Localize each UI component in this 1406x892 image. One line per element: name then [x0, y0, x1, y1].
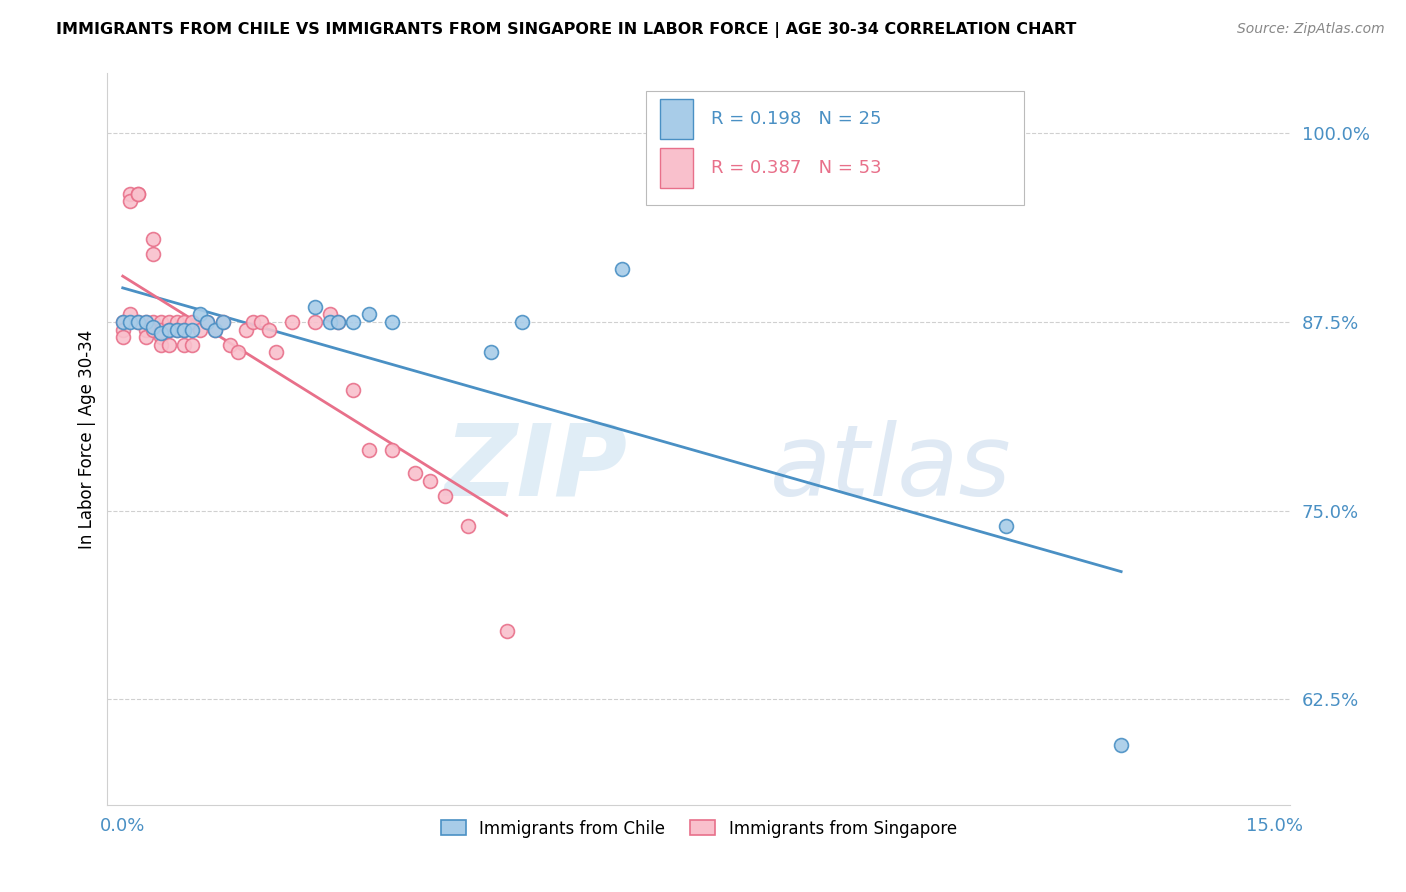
Point: [150, 322, 173, 336]
Point: [380, 443, 402, 458]
Point: [1109, 738, 1132, 752]
Point: [142, 319, 165, 334]
Point: [479, 345, 502, 359]
Point: [195, 315, 218, 329]
Point: [150, 315, 173, 329]
Point: [127, 186, 149, 201]
Point: [120, 194, 142, 209]
Point: [326, 315, 349, 329]
Point: [142, 315, 165, 329]
Point: [188, 322, 211, 336]
Point: [180, 315, 202, 329]
Point: [510, 315, 533, 329]
Point: [135, 322, 157, 336]
Point: [211, 315, 233, 329]
Point: [242, 315, 264, 329]
Point: [419, 474, 441, 488]
Point: [120, 315, 142, 329]
Point: [226, 345, 249, 359]
Point: [142, 322, 165, 336]
Point: [457, 518, 479, 533]
Point: [495, 624, 517, 639]
Point: [120, 186, 142, 201]
Point: [342, 315, 364, 329]
Point: [188, 308, 211, 322]
Legend: Immigrants from Chile, Immigrants from Singapore: Immigrants from Chile, Immigrants from S…: [434, 813, 963, 844]
Text: R = 0.198   N = 25: R = 0.198 N = 25: [710, 110, 882, 128]
Point: [173, 315, 195, 329]
Point: [166, 322, 188, 336]
Point: [173, 337, 195, 351]
Point: [257, 322, 280, 336]
Point: [157, 315, 180, 329]
Point: [404, 466, 426, 480]
Point: [994, 518, 1017, 533]
Text: ZIP: ZIP: [444, 420, 628, 516]
Point: [304, 300, 326, 314]
Point: [111, 315, 134, 329]
Point: [142, 247, 165, 261]
Point: [319, 315, 342, 329]
Point: [266, 345, 288, 359]
Point: [111, 322, 134, 336]
Point: [319, 308, 342, 322]
Point: [342, 383, 364, 397]
Point: [150, 330, 173, 344]
Point: [380, 315, 402, 329]
Point: [610, 262, 633, 277]
Point: [150, 337, 173, 351]
Text: atlas: atlas: [769, 420, 1011, 516]
Text: R = 0.387   N = 53: R = 0.387 N = 53: [710, 159, 882, 178]
Point: [111, 330, 134, 344]
Point: [204, 322, 226, 336]
Point: [111, 315, 134, 329]
Point: [157, 337, 180, 351]
Point: [357, 443, 380, 458]
Point: [280, 315, 302, 329]
Point: [180, 337, 202, 351]
Point: [135, 315, 157, 329]
Point: [127, 186, 149, 201]
Point: [142, 232, 165, 246]
Point: [135, 330, 157, 344]
Point: [173, 322, 195, 336]
FancyBboxPatch shape: [659, 99, 693, 139]
Point: [180, 322, 202, 336]
Point: [127, 315, 149, 329]
Point: [150, 326, 173, 340]
Point: [326, 315, 349, 329]
Point: [173, 322, 195, 336]
Point: [195, 315, 218, 329]
Point: [120, 308, 142, 322]
Point: [434, 489, 457, 503]
FancyBboxPatch shape: [645, 91, 1024, 205]
Point: [357, 308, 380, 322]
Point: [250, 315, 273, 329]
Point: [135, 315, 157, 329]
FancyBboxPatch shape: [659, 148, 693, 188]
Y-axis label: In Labor Force | Age 30-34: In Labor Force | Age 30-34: [79, 329, 96, 549]
Text: Source: ZipAtlas.com: Source: ZipAtlas.com: [1237, 22, 1385, 37]
Point: [304, 315, 326, 329]
Point: [127, 315, 149, 329]
Point: [235, 322, 257, 336]
Point: [166, 322, 188, 336]
Point: [204, 322, 226, 336]
Point: [157, 322, 180, 336]
Point: [211, 315, 233, 329]
Point: [166, 315, 188, 329]
Text: IMMIGRANTS FROM CHILE VS IMMIGRANTS FROM SINGAPORE IN LABOR FORCE | AGE 30-34 CO: IMMIGRANTS FROM CHILE VS IMMIGRANTS FROM…: [56, 22, 1077, 38]
Point: [219, 337, 242, 351]
Point: [157, 322, 180, 336]
